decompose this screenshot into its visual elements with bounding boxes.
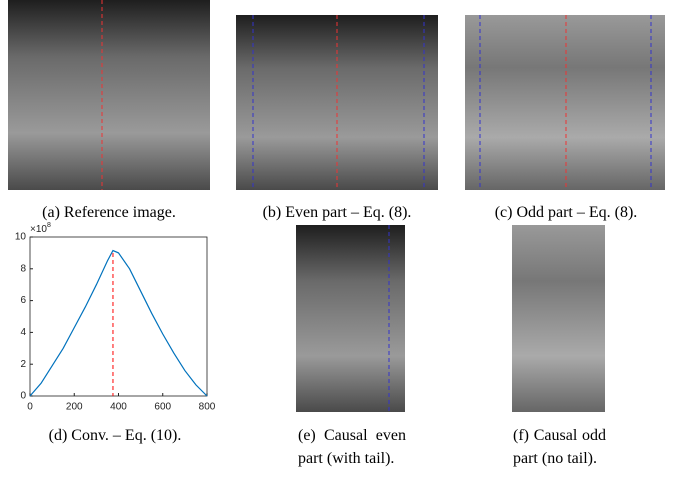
caption: (e) Causal even part (with tail). [298, 427, 406, 467]
reference-image [8, 0, 210, 190]
y-multiplier-exp: 8 [47, 222, 51, 229]
plot-frame [29, 236, 208, 397]
caption: (b) Even part – Eq. (8). [262, 204, 412, 221]
x-tick-label: 200 [66, 402, 83, 413]
odd-image [465, 15, 665, 190]
x-tick-label: 800 [199, 402, 216, 413]
x-tick-label: 400 [110, 402, 127, 413]
y-multiplier: ×108 [30, 222, 51, 235]
caption: (d) Conv. – Eq. (10). [48, 427, 182, 444]
x-tick-label: 600 [154, 402, 171, 413]
caption: (c) Odd part – Eq. (8). [494, 204, 638, 221]
y-tick-label: 4 [20, 327, 26, 338]
data-line [29, 249, 208, 397]
causal-even-image [296, 225, 405, 412]
caption: (f) Causal odd part (no tail). [513, 427, 606, 467]
y-tick-label: 8 [20, 263, 26, 274]
y-tick-label: 0 [20, 391, 26, 402]
caption: (a) Reference image. [42, 204, 176, 221]
y-multiplier-base: ×10 [30, 224, 47, 235]
y-tick-label: 6 [20, 295, 26, 306]
x-tick-label: 0 [27, 402, 33, 413]
causal-odd-image [512, 225, 605, 412]
y-tick-label: 2 [20, 359, 26, 370]
y-tick-label: 10 [15, 232, 27, 243]
